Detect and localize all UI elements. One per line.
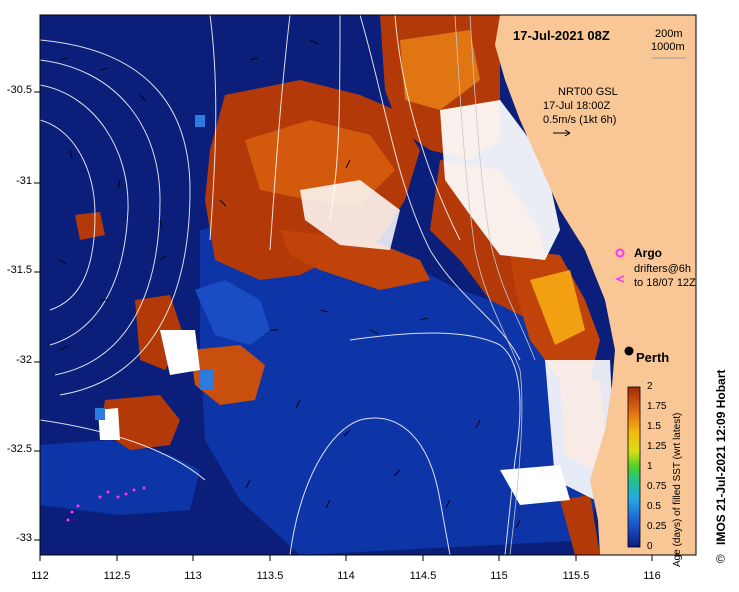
sst-age-patch-mid xyxy=(280,230,430,290)
y-tick-label: -32 xyxy=(16,354,32,366)
recent-sst-speck xyxy=(195,115,205,127)
date-label: 17-Jul-2021 08Z xyxy=(513,28,610,43)
mid-blue-patch xyxy=(195,280,270,345)
drifters-label-2: to 18/07 12Z xyxy=(634,277,696,289)
colorbar-tick-label: 1.25 xyxy=(647,441,667,452)
drifter-marker-icon xyxy=(615,275,625,283)
colorbar-tick-label: 1.5 xyxy=(647,421,661,432)
colorbar-title: Age (days) of filled SST (wrt latest) xyxy=(672,412,683,567)
sst-age-patch-far-south xyxy=(560,495,600,555)
colorbar-tick-label: 0.75 xyxy=(647,481,667,492)
y-tick-label: -30.5 xyxy=(6,84,32,96)
x-tick-label: 112.5 xyxy=(103,570,131,582)
sst-age-patch-west-d xyxy=(75,212,105,240)
isobath-1000-label: 1000m xyxy=(651,41,685,53)
city-label-perth: Perth xyxy=(636,350,670,365)
copyright-icon: © xyxy=(716,552,725,566)
colorbar-tick-label: 1.75 xyxy=(647,401,667,412)
isobaths xyxy=(454,15,536,555)
isobath-200-label: 200m xyxy=(655,28,683,40)
colorbar-tick-label: 0.25 xyxy=(647,521,667,532)
plot-frame xyxy=(39,14,697,556)
x-tick-label: 114 xyxy=(337,570,355,582)
y-tick-label: -31 xyxy=(16,175,32,187)
scale-arrow-head xyxy=(564,129,571,137)
recent-sst-speck xyxy=(200,370,214,390)
x-tick-label: 113 xyxy=(184,570,202,582)
perth-location-dot xyxy=(624,346,634,356)
colorbar xyxy=(627,386,641,548)
y-tick-label: -33 xyxy=(16,532,32,544)
colorbar-tick-label: 1 xyxy=(647,461,653,472)
scale-arrow-label: 0.5m/s (1kt 6h) xyxy=(543,114,617,126)
sst-age-patch-yellow xyxy=(530,270,585,345)
recent-sst-speck xyxy=(95,408,105,420)
no-data-cloud-west xyxy=(160,330,200,375)
x-tick-label: 115 xyxy=(490,570,508,582)
colorbar-tick-label: 0.5 xyxy=(647,501,661,512)
credit-label: IMOS 21-Jul-2021 12:09 Hobart xyxy=(714,369,728,545)
sst-age-patch-west-b xyxy=(100,395,180,450)
x-tick-label: 114.5 xyxy=(409,570,437,582)
current-vectors xyxy=(59,39,521,529)
x-tick-label: 113.5 xyxy=(256,570,284,582)
x-tick-label: 116 xyxy=(643,570,661,582)
argo-marker-icon xyxy=(615,248,625,258)
land-western-australia xyxy=(495,15,696,555)
x-tick-label: 112 xyxy=(31,570,49,582)
current-source-label: NRT00 GSL xyxy=(558,86,618,98)
sst-contours xyxy=(40,15,521,555)
current-time-label: 17-Jul 18:00Z xyxy=(543,100,611,112)
drifter-track xyxy=(66,486,146,522)
no-data-cloud-mid xyxy=(300,180,400,250)
colorbar-tick-label: 0 xyxy=(647,541,653,552)
argo-label: Argo xyxy=(634,246,662,260)
axis-ticks xyxy=(34,91,653,561)
mid-blue-southwest xyxy=(40,440,200,515)
drifters-label: drifters@6h xyxy=(634,263,692,275)
x-tick-label: 115.5 xyxy=(562,570,590,582)
y-tick-label: -32.5 xyxy=(6,443,32,455)
y-tick-label: -31.5 xyxy=(6,264,32,276)
colorbar-tick-label: 2 xyxy=(647,381,653,392)
no-data-cloud-south-b xyxy=(500,465,570,505)
